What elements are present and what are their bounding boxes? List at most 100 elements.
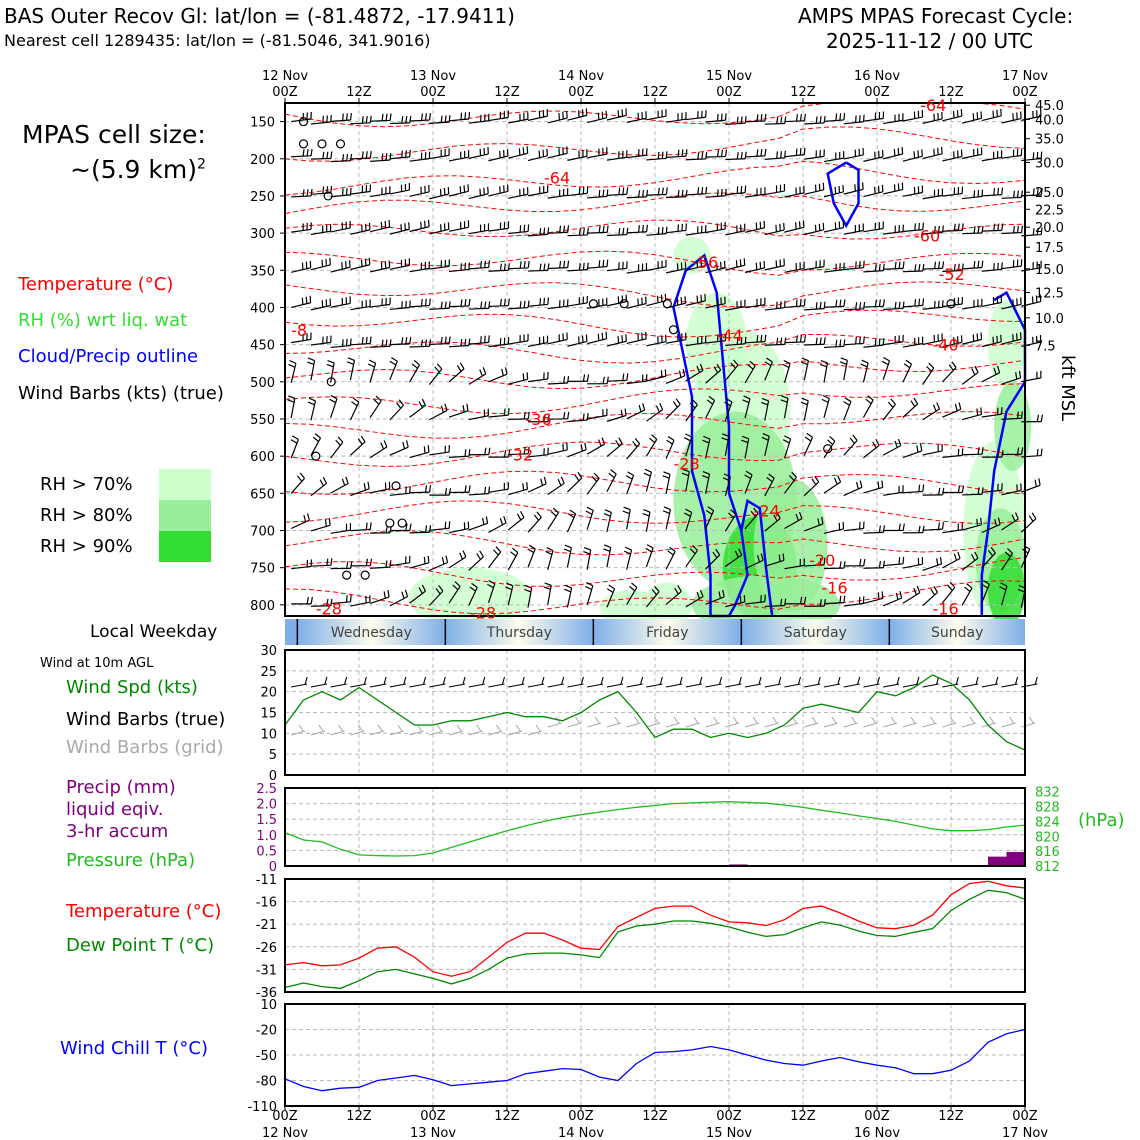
wind-barb-flag bbox=[899, 591, 903, 599]
wind-barb bbox=[803, 475, 820, 497]
wind-barb bbox=[843, 223, 864, 235]
wind-barb bbox=[488, 110, 509, 122]
wind-barb-flag bbox=[651, 589, 658, 596]
wind-barb-shaft bbox=[803, 400, 809, 421]
wind-barb-shaft bbox=[942, 408, 961, 418]
wind-barb-flag bbox=[482, 517, 485, 525]
wind-barb-shaft bbox=[685, 596, 704, 608]
wind-barb-flag bbox=[756, 149, 759, 157]
wind-barb-flag bbox=[467, 184, 470, 192]
wind-barb-shaft bbox=[488, 304, 509, 308]
wind-barb-flag bbox=[623, 506, 631, 511]
wind-barb bbox=[843, 147, 864, 160]
wind-barb-shaft bbox=[369, 488, 390, 494]
wind-barb-shaft bbox=[645, 591, 660, 608]
wind-barb-shaft bbox=[705, 554, 721, 570]
wind-barb-shaft bbox=[843, 602, 864, 607]
wind-barb-shaft bbox=[883, 119, 903, 125]
wind-barb-shaft bbox=[488, 488, 509, 493]
wind-barb-shaft bbox=[567, 419, 588, 423]
wind-barb-flag bbox=[976, 518, 979, 526]
wind-barb bbox=[922, 362, 935, 385]
wind-barb-shaft bbox=[409, 191, 430, 197]
wind-barb bbox=[784, 147, 806, 158]
wind-barb-flag bbox=[689, 548, 696, 555]
calm-wind-circle bbox=[946, 299, 956, 309]
wind-barb bbox=[804, 115, 826, 125]
wind-barb-true bbox=[665, 683, 683, 688]
wind-barb-flag bbox=[1028, 515, 1034, 522]
y-tick-label: -20 bbox=[256, 1024, 277, 1039]
wind-barb-shaft bbox=[725, 230, 745, 236]
wind-barb-flag bbox=[674, 587, 679, 595]
wind-barb-flag bbox=[784, 337, 787, 345]
wind-barb-grid bbox=[369, 730, 385, 736]
wind-barb-flag bbox=[582, 262, 585, 270]
wind-barb bbox=[705, 149, 728, 158]
temperature-contour-label: -56 bbox=[692, 253, 718, 272]
wind-barb bbox=[784, 471, 797, 494]
wind-barb-shaft bbox=[705, 596, 725, 605]
wind-barb-flag bbox=[583, 550, 591, 555]
wind-barb-shaft bbox=[330, 362, 335, 383]
wind-barb-shaft bbox=[389, 156, 410, 160]
wind-barb bbox=[623, 546, 633, 570]
top-hour-label: 12Z bbox=[494, 85, 520, 100]
calm-wind-circle bbox=[323, 191, 333, 201]
wind-barb-flag bbox=[894, 261, 897, 269]
wind-barb-shaft bbox=[863, 305, 884, 308]
wind-barb-shaft bbox=[902, 116, 923, 122]
wind-barb-shaft bbox=[784, 518, 803, 530]
temperature-contour-label: -28 bbox=[316, 600, 342, 619]
wind-barb-flag bbox=[586, 374, 590, 382]
wind-barb-shaft bbox=[784, 564, 805, 570]
wind-barb-flag bbox=[883, 356, 890, 362]
wind-barb-flag bbox=[381, 113, 384, 121]
wind-barb bbox=[527, 447, 549, 458]
wind-barb-flag bbox=[322, 151, 325, 159]
wind-barb-flag bbox=[618, 437, 623, 445]
wind-barb-flag bbox=[1031, 512, 1037, 519]
wind-barb-shaft bbox=[666, 118, 686, 123]
precip-bar bbox=[1006, 851, 1025, 866]
wind-barb bbox=[287, 395, 296, 419]
wind-barb bbox=[863, 184, 884, 198]
wind-barb-true bbox=[883, 683, 900, 688]
wind-barb-flag bbox=[782, 553, 785, 561]
wind-barb-shaft bbox=[685, 193, 706, 196]
wind-barb bbox=[369, 219, 391, 233]
wind-barb-flag bbox=[705, 151, 708, 160]
wind-barb-shaft bbox=[290, 478, 305, 494]
wind-barb-flag bbox=[367, 363, 375, 368]
wind-barb-flag bbox=[409, 149, 411, 157]
wind-barb-flag bbox=[1016, 190, 1019, 198]
wind-barb-flag bbox=[997, 450, 1000, 458]
pressure-tick-label: 350 bbox=[250, 264, 275, 279]
wind-barb-shaft bbox=[843, 267, 864, 271]
wind-barb bbox=[804, 557, 826, 567]
wind-barb-shaft bbox=[527, 155, 548, 162]
wind-barb-true bbox=[587, 683, 604, 688]
wind-barb-flag bbox=[460, 112, 463, 120]
wind-barb-flag bbox=[914, 264, 917, 272]
wind-barb bbox=[350, 150, 372, 160]
wind-barb bbox=[764, 222, 785, 236]
wind-barb-shaft bbox=[369, 596, 390, 605]
wind-barb bbox=[1001, 370, 1022, 385]
wind-barb-flag bbox=[488, 301, 491, 309]
wind-barb bbox=[409, 445, 430, 459]
wind-barb-shaft bbox=[350, 122, 371, 125]
wind-barb-flag bbox=[697, 152, 700, 160]
wind-barb bbox=[863, 560, 886, 569]
wind-barb-flag bbox=[803, 113, 807, 121]
wind-barb-flag bbox=[649, 437, 656, 444]
wind-barb-shaft bbox=[784, 226, 805, 233]
wind-barb-shaft bbox=[882, 360, 891, 380]
wind-barb-flag bbox=[662, 475, 670, 479]
wind-barb bbox=[527, 544, 536, 568]
wind-barb-flag bbox=[608, 584, 615, 590]
wind-barb-flag bbox=[918, 484, 921, 492]
wind-barb bbox=[567, 374, 590, 383]
wind-barb-flag bbox=[401, 301, 403, 309]
wind-barb-shaft bbox=[330, 441, 344, 459]
